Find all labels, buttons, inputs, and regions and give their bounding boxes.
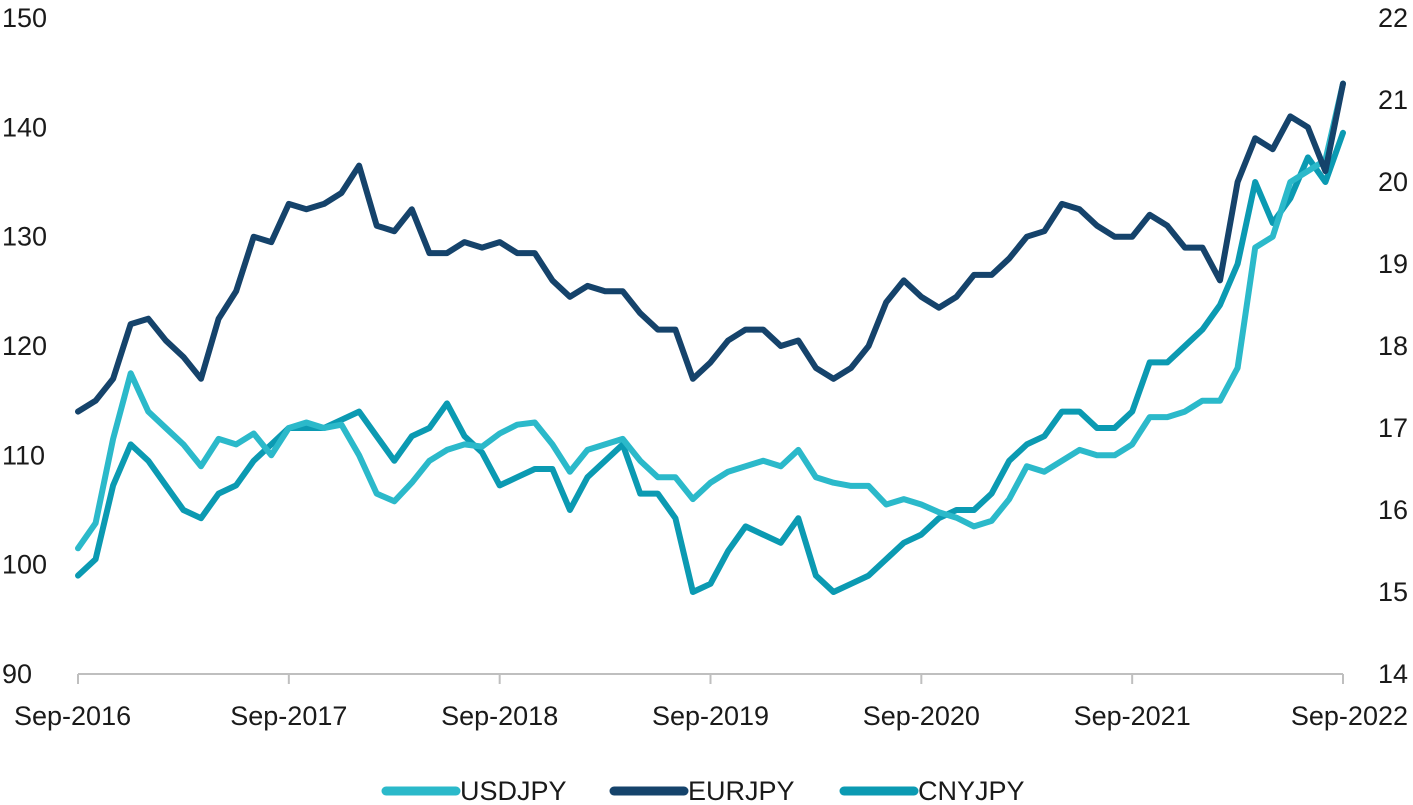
y-right-tick-label: 15	[1378, 577, 1408, 607]
x-tick-label: Sep-2017	[230, 701, 347, 731]
x-tick-label: Sep-2022	[1291, 701, 1408, 731]
y-left-tick-label: 130	[2, 222, 47, 252]
legend: USDJPY EURJPY CNYJPY	[381, 776, 1025, 805]
y-right-tick-label: 20	[1378, 167, 1408, 197]
legend-label: CNYJPY	[918, 776, 1025, 805]
y-left-tick-label: 140	[2, 112, 47, 142]
y-right-tick-label: 21	[1378, 85, 1408, 115]
legend-item-cnyjpy: CNYJPY	[839, 776, 1025, 805]
legend-label: EURJPY	[688, 776, 795, 805]
y-right-tick-label: 18	[1378, 331, 1408, 361]
y-left-tick-label: 150	[2, 3, 47, 33]
y-right-tick-label: 22	[1378, 3, 1408, 33]
y-axis-right: 14 15 16 17 18 19 20 21 22	[1378, 3, 1408, 689]
x-tick-label: Sep-2018	[441, 701, 558, 731]
legend-item-eurjpy: EURJPY	[609, 776, 795, 805]
x-axis: Sep-2016 Sep-2017 Sep-2018 Sep-2019 Sep-2020…	[14, 673, 1408, 731]
y-right-tick-label: 16	[1378, 495, 1408, 525]
y-axis-left: 90 100 110 120 130 140 150	[2, 3, 47, 689]
x-tick-label: Sep-2020	[863, 701, 980, 731]
x-tick-label: Sep-2019	[652, 701, 769, 731]
x-tick-label: Sep-2016	[14, 701, 131, 731]
series-line-eurjpy	[75, 80, 1346, 415]
x-tick-label: Sep-2021	[1074, 701, 1191, 731]
y-left-tick-label: 120	[2, 331, 47, 361]
series-layer	[75, 80, 1346, 595]
legend-label: USDJPY	[460, 776, 567, 805]
series-line-usdjpy	[75, 80, 1346, 552]
y-right-tick-label: 14	[1378, 659, 1408, 689]
y-right-tick-label: 17	[1378, 413, 1408, 443]
y-left-tick-label: 100	[2, 550, 47, 580]
legend-item-usdjpy: USDJPY	[381, 776, 567, 805]
y-right-tick-label: 19	[1378, 249, 1408, 279]
y-left-tick-label: 90	[2, 659, 32, 689]
y-left-tick-label: 110	[2, 440, 45, 470]
